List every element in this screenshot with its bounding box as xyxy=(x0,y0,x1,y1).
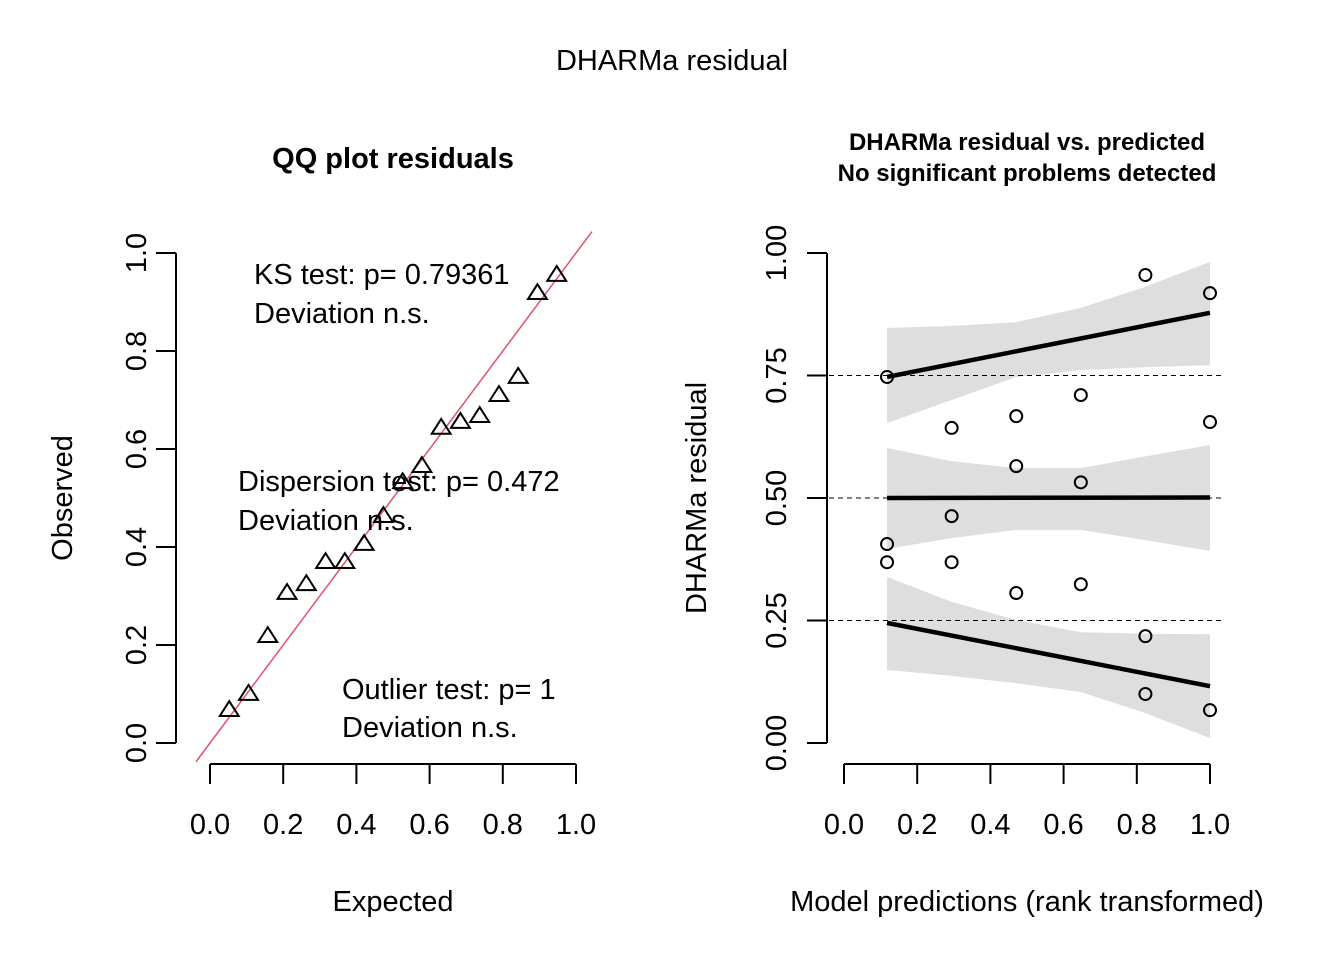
residual-point xyxy=(1009,586,1024,601)
residual-point xyxy=(1138,268,1153,283)
qq-point xyxy=(545,264,569,282)
qq-point xyxy=(295,573,318,592)
residual-points xyxy=(880,268,1217,718)
quantile-fit-lines xyxy=(886,310,1211,689)
residual-plot-subtitle: No significant problems detected xyxy=(838,160,1217,187)
residual-y-tick-label: 1.00 xyxy=(761,225,793,281)
residual-point xyxy=(944,555,959,570)
qq-point xyxy=(487,384,511,402)
residual-point xyxy=(1009,459,1024,474)
residual-x-axis-label: Model predictions (rank transformed) xyxy=(790,886,1264,918)
residual-x-tick-label: 1.0 xyxy=(1190,809,1230,841)
residual-point xyxy=(1138,629,1153,644)
qq-x-tick-label: 0.8 xyxy=(483,809,523,841)
residual-x-tick-label: 0.8 xyxy=(1117,809,1157,841)
qq-point xyxy=(352,533,376,551)
qq-axes: 0.0 0.2 0.4 0.6 0.8 1.0 0.0 0.2 0.4 0.6 0.8 1.0 xyxy=(121,233,596,841)
quantile-fit-line-q025 xyxy=(886,620,1211,689)
residual-point xyxy=(1009,409,1024,424)
qq-y-tick-label: 1.0 xyxy=(121,233,153,273)
qq-plot-title: QQ plot residuals xyxy=(272,143,514,175)
residual-point xyxy=(1138,687,1153,701)
qq-point xyxy=(237,683,260,701)
qq-reference-line-group xyxy=(195,231,593,763)
residual-point xyxy=(880,555,895,570)
qq-point xyxy=(333,551,357,570)
confidence-band-q025 xyxy=(887,576,1210,739)
qq-y-tick-label: 0.2 xyxy=(121,625,153,665)
qq-x-tick-label: 1.0 xyxy=(556,809,596,841)
residual-y-tick-label: 0.75 xyxy=(761,347,793,403)
figure-title: DHARMa residual xyxy=(556,45,788,77)
qq-point xyxy=(526,282,549,301)
qq-x-tick-label: 0.6 xyxy=(409,809,449,841)
qq-point xyxy=(468,405,491,424)
qq-point xyxy=(217,699,241,718)
qq-x-tick-label: 0.0 xyxy=(190,809,230,841)
residual-x-tick-label: 0.6 xyxy=(1043,809,1083,841)
residual-x-tick-label: 0.2 xyxy=(897,809,937,841)
residual-point xyxy=(880,537,895,552)
residual-plot-title: DHARMa residual vs. predicted xyxy=(849,129,1205,156)
outlier-test-deviation: Deviation n.s. xyxy=(342,712,518,744)
qq-point xyxy=(410,455,434,473)
residual-point xyxy=(1073,475,1088,490)
qq-y-tick-label: 0.0 xyxy=(121,723,153,763)
residual-point xyxy=(944,420,959,435)
quantile-fit-line-q075 xyxy=(886,310,1211,380)
residual-y-tick-label: 0.00 xyxy=(761,715,793,771)
qq-point xyxy=(256,625,280,644)
outlier-test-annotation: Outlier test: p= 1 xyxy=(342,674,556,706)
residual-point xyxy=(944,509,959,524)
qq-reference-line xyxy=(195,231,593,763)
residual-axes: 0.0 0.2 0.4 0.6 0.8 1.0 0.00 0.25 0.50 0.75 1.00 xyxy=(761,225,1230,841)
qq-point xyxy=(314,551,337,570)
residual-point xyxy=(1203,415,1217,430)
qq-x-axis-label: Expected xyxy=(333,886,454,918)
residual-x-tick-label: 0.0 xyxy=(824,809,864,841)
residual-y-tick-label: 0.25 xyxy=(761,592,793,648)
qq-y-tick-label: 0.6 xyxy=(121,429,153,469)
ks-test-deviation: Deviation n.s. xyxy=(254,298,430,330)
confidence-band-q075 xyxy=(887,261,1210,424)
residual-point xyxy=(1073,577,1088,592)
qq-point xyxy=(372,505,395,523)
qq-point xyxy=(506,366,530,384)
dispersion-test-annotation: Dispersion test: p= 0.472 xyxy=(238,466,560,498)
residual-x-tick-label: 0.4 xyxy=(970,809,1010,841)
residual-point xyxy=(880,369,895,384)
residual-y-axis-label: DHARMa residual xyxy=(681,382,713,614)
qq-point xyxy=(429,417,453,435)
residual-point xyxy=(1203,703,1217,718)
qq-x-tick-label: 0.2 xyxy=(263,809,303,841)
qq-point xyxy=(275,582,299,600)
qq-y-axis-label: Observed xyxy=(47,435,79,561)
residual-point xyxy=(1073,388,1088,403)
dispersion-test-deviation: Deviation n.s. xyxy=(238,505,414,537)
residual-vs-predicted-panel: DHARMa residual vs. predicted No signifi… xyxy=(681,129,1264,918)
residual-y-tick-label: 0.50 xyxy=(761,470,793,526)
qq-point xyxy=(391,471,414,490)
qq-y-tick-label: 0.4 xyxy=(121,527,153,567)
qq-point xyxy=(449,411,472,429)
qq-y-tick-label: 0.8 xyxy=(121,331,153,371)
qq-x-tick-label: 0.4 xyxy=(336,809,376,841)
qq-plot-panel: QQ plot residuals 0.0 0.2 0.4 0.6 0.8 1.00.00… xyxy=(47,143,596,918)
residual-point xyxy=(1203,286,1217,301)
ks-test-annotation: KS test: p= 0.79361 xyxy=(254,259,510,291)
qq-points xyxy=(217,264,569,718)
